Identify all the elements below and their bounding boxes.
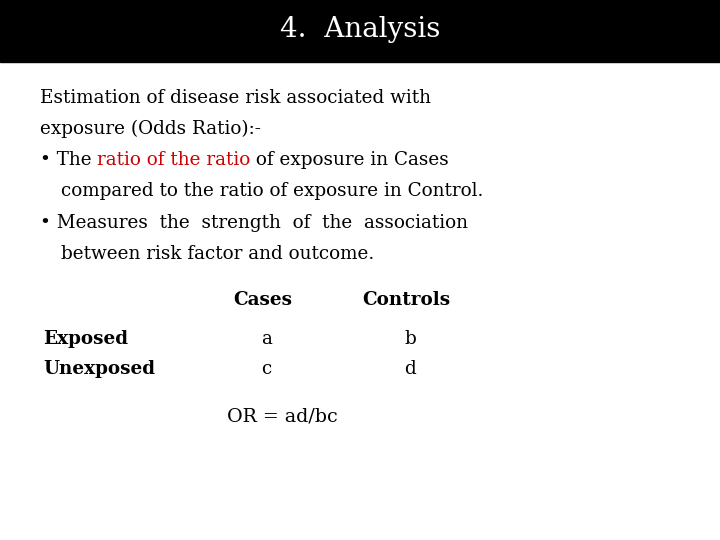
Text: Cases: Cases <box>233 291 292 308</box>
Text: a: a <box>261 330 272 348</box>
Text: 4.  Analysis: 4. Analysis <box>280 16 440 43</box>
Text: between risk factor and outcome.: between risk factor and outcome. <box>61 245 374 263</box>
Text: Controls: Controls <box>363 291 451 308</box>
Text: c: c <box>261 360 271 378</box>
Text: Exposed: Exposed <box>43 330 128 348</box>
Text: Estimation of disease risk associated with: Estimation of disease risk associated wi… <box>40 89 431 107</box>
Text: b: b <box>405 330 416 348</box>
Text: compared to the ratio of exposure in Control.: compared to the ratio of exposure in Con… <box>61 182 484 200</box>
Text: • Measures  the  strength  of  the  association: • Measures the strength of the associati… <box>40 214 467 232</box>
Text: exposure (Odds Ratio):-: exposure (Odds Ratio):- <box>40 120 261 138</box>
Text: Unexposed: Unexposed <box>43 360 156 378</box>
Text: OR = ad/bc: OR = ad/bc <box>227 408 338 426</box>
Text: ratio of the ratio: ratio of the ratio <box>97 151 251 169</box>
FancyBboxPatch shape <box>0 0 720 62</box>
Text: • The: • The <box>40 151 97 169</box>
Text: d: d <box>405 360 416 378</box>
Text: of exposure in Cases: of exposure in Cases <box>251 151 449 169</box>
